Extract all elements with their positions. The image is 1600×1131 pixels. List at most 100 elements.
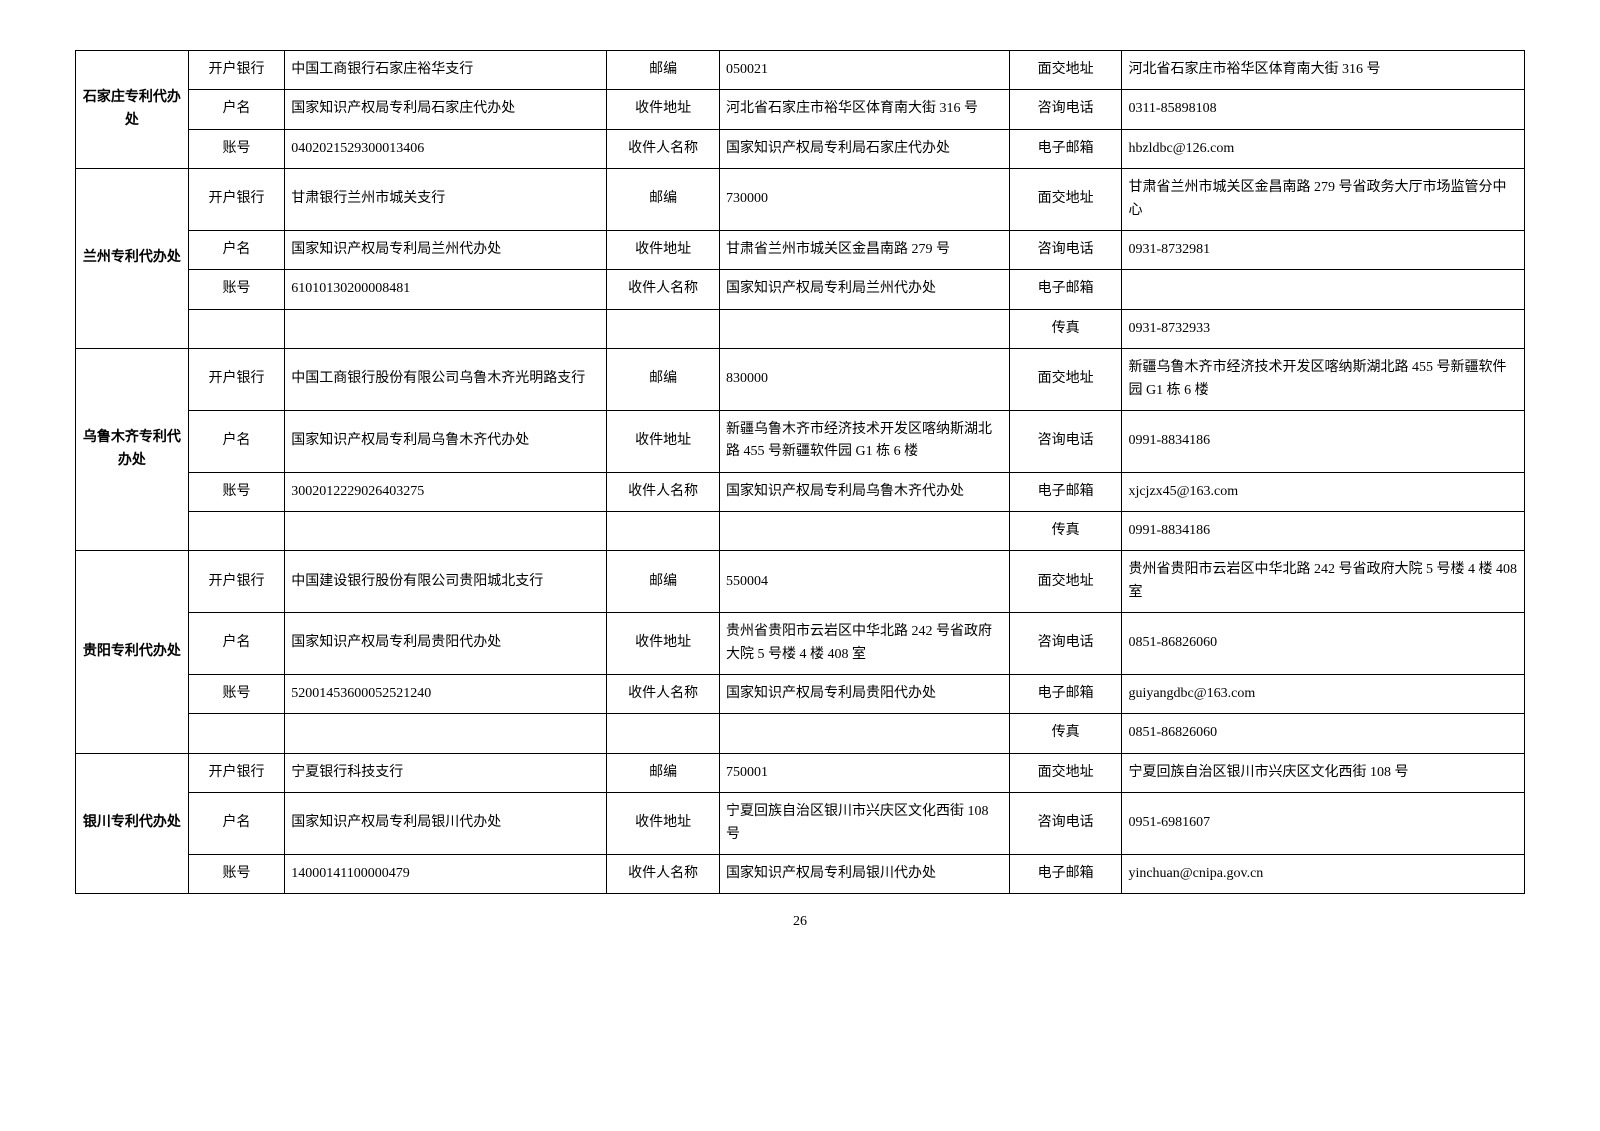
label-account-no: 账号 — [188, 129, 285, 168]
empty-cell — [188, 714, 285, 753]
value-bank: 中国工商银行股份有限公司乌鲁木齐光明路支行 — [285, 349, 607, 411]
label-account-no: 账号 — [188, 472, 285, 511]
label-account-name: 户名 — [188, 613, 285, 675]
table-row: 户名国家知识产权局专利局乌鲁木齐代办处收件地址新疆乌鲁木齐市经济技术开发区喀纳斯… — [76, 410, 1525, 472]
label-zip: 邮编 — [607, 169, 720, 231]
value-email — [1122, 270, 1525, 309]
offices-table: 石家庄专利代办处开户银行中国工商银行石家庄裕华支行邮编050021面交地址河北省… — [75, 50, 1525, 894]
value-visit-addr: 甘肃省兰州市城关区金昌南路 279 号省政务大厅市场监管分中心 — [1122, 169, 1525, 231]
value-visit-addr: 新疆乌鲁木齐市经济技术开发区喀纳斯湖北路 455 号新疆软件园 G1 栋 6 楼 — [1122, 349, 1525, 411]
label-zip: 邮编 — [607, 349, 720, 411]
table-row: 传真0851-86826060 — [76, 714, 1525, 753]
value-zip: 050021 — [719, 51, 1009, 90]
value-account-name: 国家知识产权局专利局兰州代办处 — [285, 230, 607, 269]
label-zip: 邮编 — [607, 51, 720, 90]
label-email: 电子邮箱 — [1009, 129, 1122, 168]
label-phone: 咨询电话 — [1009, 90, 1122, 129]
value-zip: 750001 — [719, 753, 1009, 792]
office-name: 石家庄专利代办处 — [76, 51, 189, 169]
office-name: 银川专利代办处 — [76, 753, 189, 894]
label-bank: 开户银行 — [188, 169, 285, 231]
office-name: 乌鲁木齐专利代办处 — [76, 349, 189, 551]
value-account-name: 国家知识产权局专利局乌鲁木齐代办处 — [285, 410, 607, 472]
table-row: 传真0991-8834186 — [76, 512, 1525, 551]
empty-cell — [285, 714, 607, 753]
table-row: 兰州专利代办处开户银行甘肃银行兰州市城关支行邮编730000面交地址甘肃省兰州市… — [76, 169, 1525, 231]
value-email: hbzldbc@126.com — [1122, 129, 1525, 168]
office-name: 兰州专利代办处 — [76, 169, 189, 349]
table-row: 账号61010130200008481收件人名称国家知识产权局专利局兰州代办处电… — [76, 270, 1525, 309]
label-email: 电子邮箱 — [1009, 675, 1122, 714]
table-row: 银川专利代办处开户银行宁夏银行科技支行邮编750001面交地址宁夏回族自治区银川… — [76, 753, 1525, 792]
value-ship-addr: 贵州省贵阳市云岩区中华北路 242 号省政府大院 5 号楼 4 楼 408 室 — [719, 613, 1009, 675]
value-phone: 0311-85898108 — [1122, 90, 1525, 129]
empty-cell — [188, 512, 285, 551]
empty-cell — [285, 309, 607, 348]
value-phone: 0851-86826060 — [1122, 613, 1525, 675]
value-visit-addr: 宁夏回族自治区银川市兴庆区文化西街 108 号 — [1122, 753, 1525, 792]
label-visit-addr: 面交地址 — [1009, 169, 1122, 231]
value-fax: 0931-8732933 — [1122, 309, 1525, 348]
value-account-no: 52001453600052521240 — [285, 675, 607, 714]
value-bank: 甘肃银行兰州市城关支行 — [285, 169, 607, 231]
page-number: 26 — [75, 914, 1525, 930]
value-account-no: 0402021529300013406 — [285, 129, 607, 168]
table-row: 贵阳专利代办处开户银行中国建设银行股份有限公司贵阳城北支行邮编550004面交地… — [76, 551, 1525, 613]
table-row: 户名国家知识产权局专利局贵阳代办处收件地址贵州省贵阳市云岩区中华北路 242 号… — [76, 613, 1525, 675]
label-phone: 咨询电话 — [1009, 410, 1122, 472]
label-account-name: 户名 — [188, 410, 285, 472]
table-row: 户名国家知识产权局专利局兰州代办处收件地址甘肃省兰州市城关区金昌南路 279 号… — [76, 230, 1525, 269]
label-ship-addr: 收件地址 — [607, 230, 720, 269]
value-phone: 0951-6981607 — [1122, 793, 1525, 855]
value-email: yinchuan@cnipa.gov.cn — [1122, 854, 1525, 893]
empty-cell — [719, 309, 1009, 348]
label-account-no: 账号 — [188, 854, 285, 893]
value-bank: 中国建设银行股份有限公司贵阳城北支行 — [285, 551, 607, 613]
label-ship-name: 收件人名称 — [607, 129, 720, 168]
label-ship-name: 收件人名称 — [607, 854, 720, 893]
value-account-no: 3002012229026403275 — [285, 472, 607, 511]
value-account-name: 国家知识产权局专利局银川代办处 — [285, 793, 607, 855]
label-bank: 开户银行 — [188, 349, 285, 411]
value-ship-name: 国家知识产权局专利局兰州代办处 — [719, 270, 1009, 309]
value-visit-addr: 贵州省贵阳市云岩区中华北路 242 号省政府大院 5 号楼 4 楼 408 室 — [1122, 551, 1525, 613]
label-email: 电子邮箱 — [1009, 472, 1122, 511]
table-row: 传真0931-8732933 — [76, 309, 1525, 348]
value-email: guiyangdbc@163.com — [1122, 675, 1525, 714]
table-row: 石家庄专利代办处开户银行中国工商银行石家庄裕华支行邮编050021面交地址河北省… — [76, 51, 1525, 90]
table-row: 户名国家知识产权局专利局银川代办处收件地址宁夏回族自治区银川市兴庆区文化西街 1… — [76, 793, 1525, 855]
value-ship-name: 国家知识产权局专利局银川代办处 — [719, 854, 1009, 893]
label-ship-name: 收件人名称 — [607, 472, 720, 511]
value-bank: 中国工商银行石家庄裕华支行 — [285, 51, 607, 90]
empty-cell — [719, 714, 1009, 753]
label-visit-addr: 面交地址 — [1009, 551, 1122, 613]
empty-cell — [188, 309, 285, 348]
empty-cell — [607, 309, 720, 348]
value-account-no: 14000141100000479 — [285, 854, 607, 893]
label-ship-addr: 收件地址 — [607, 410, 720, 472]
table-row: 账号0402021529300013406收件人名称国家知识产权局专利局石家庄代… — [76, 129, 1525, 168]
label-ship-addr: 收件地址 — [607, 793, 720, 855]
label-fax: 传真 — [1009, 309, 1122, 348]
value-account-name: 国家知识产权局专利局石家庄代办处 — [285, 90, 607, 129]
table-row: 账号52001453600052521240收件人名称国家知识产权局专利局贵阳代… — [76, 675, 1525, 714]
value-bank: 宁夏银行科技支行 — [285, 753, 607, 792]
label-phone: 咨询电话 — [1009, 793, 1122, 855]
value-visit-addr: 河北省石家庄市裕华区体育南大街 316 号 — [1122, 51, 1525, 90]
label-fax: 传真 — [1009, 512, 1122, 551]
empty-cell — [285, 512, 607, 551]
label-zip: 邮编 — [607, 551, 720, 613]
value-ship-name: 国家知识产权局专利局贵阳代办处 — [719, 675, 1009, 714]
empty-cell — [607, 714, 720, 753]
label-account-name: 户名 — [188, 230, 285, 269]
label-account-no: 账号 — [188, 675, 285, 714]
table-row: 账号14000141100000479收件人名称国家知识产权局专利局银川代办处电… — [76, 854, 1525, 893]
label-account-no: 账号 — [188, 270, 285, 309]
value-phone: 0931-8732981 — [1122, 230, 1525, 269]
label-ship-name: 收件人名称 — [607, 675, 720, 714]
label-zip: 邮编 — [607, 753, 720, 792]
label-bank: 开户银行 — [188, 51, 285, 90]
label-bank: 开户银行 — [188, 753, 285, 792]
label-ship-addr: 收件地址 — [607, 90, 720, 129]
label-visit-addr: 面交地址 — [1009, 753, 1122, 792]
